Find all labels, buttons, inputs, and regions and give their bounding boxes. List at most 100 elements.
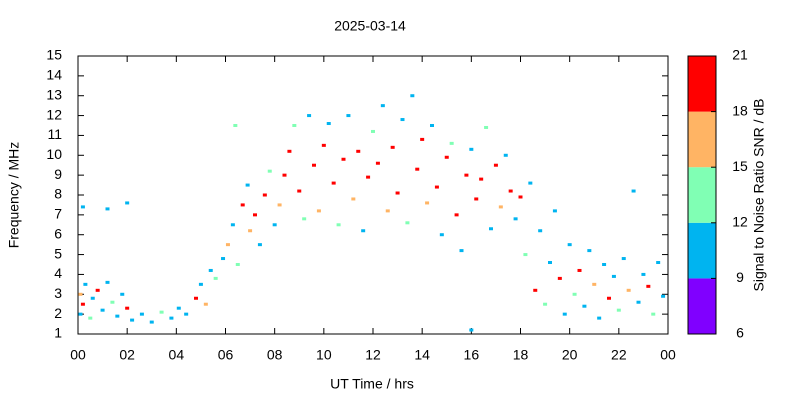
y-tick-label: 8 xyxy=(54,186,62,202)
point xyxy=(78,312,83,316)
point xyxy=(464,173,469,177)
point xyxy=(395,191,400,195)
point xyxy=(316,209,321,213)
point xyxy=(125,201,130,205)
point xyxy=(194,296,198,300)
x-tick-label: 02 xyxy=(119,347,135,363)
point xyxy=(479,177,484,181)
point xyxy=(351,197,356,201)
point xyxy=(636,300,641,304)
y-tick-label: 6 xyxy=(54,225,62,241)
point xyxy=(493,163,498,167)
point xyxy=(430,124,434,127)
x-tick-label: 14 xyxy=(414,347,430,363)
x-tick-label: 00 xyxy=(660,347,676,363)
chart-title: 2025-03-14 xyxy=(334,18,406,34)
point xyxy=(253,213,257,217)
point xyxy=(326,122,331,126)
point xyxy=(257,243,262,247)
point xyxy=(484,125,489,129)
point xyxy=(287,149,292,153)
point xyxy=(489,227,493,231)
point xyxy=(651,312,656,316)
point xyxy=(567,243,572,247)
x-axis-label: UT Time / hrs xyxy=(330,376,414,392)
point xyxy=(385,209,390,213)
point xyxy=(587,249,592,253)
point xyxy=(434,185,439,189)
y-tick-label: 9 xyxy=(54,166,62,182)
x-tick-label: 16 xyxy=(464,347,480,363)
point xyxy=(552,209,557,213)
point xyxy=(454,213,459,217)
point xyxy=(410,94,415,98)
y-tick-label: 10 xyxy=(46,146,62,162)
point xyxy=(415,167,420,171)
point xyxy=(130,318,135,322)
colorbar-frame xyxy=(687,55,717,335)
point xyxy=(225,243,230,247)
point xyxy=(83,282,88,286)
point xyxy=(577,268,582,272)
point xyxy=(240,203,245,207)
point xyxy=(523,253,528,257)
point xyxy=(203,302,208,306)
point xyxy=(321,143,326,147)
point xyxy=(621,257,626,261)
point xyxy=(518,195,523,199)
point xyxy=(356,149,361,153)
colorbar-band xyxy=(688,167,716,223)
point xyxy=(425,201,430,205)
point xyxy=(282,173,287,177)
point xyxy=(611,274,616,278)
point xyxy=(366,175,371,179)
point xyxy=(245,183,250,187)
y-tick-label: 14 xyxy=(46,67,62,83)
point xyxy=(208,268,213,272)
y-axis-label: Frequency / MHz xyxy=(6,142,22,249)
point xyxy=(400,118,405,122)
point xyxy=(528,181,533,185)
y-tick-label: 5 xyxy=(54,245,62,261)
point xyxy=(248,229,253,233)
point xyxy=(230,223,235,227)
point xyxy=(380,104,385,108)
point xyxy=(233,124,238,127)
point xyxy=(292,124,297,127)
colorbar-tick-label: 9 xyxy=(736,269,744,285)
y-tick-label: 11 xyxy=(47,126,62,142)
point xyxy=(626,288,631,292)
y-tick-label: 2 xyxy=(54,305,62,321)
x-tick-label: 00 xyxy=(70,347,86,363)
point xyxy=(390,145,395,149)
point xyxy=(267,169,272,173)
point xyxy=(503,153,508,157)
point xyxy=(213,276,218,280)
point xyxy=(302,217,307,221)
point xyxy=(336,223,341,227)
colorbar-tick-label: 12 xyxy=(732,214,748,230)
colorbar-tick-label: 18 xyxy=(732,102,748,118)
point xyxy=(508,189,513,193)
point xyxy=(602,263,607,266)
point xyxy=(616,308,621,312)
colorbar-band xyxy=(688,111,716,168)
point xyxy=(439,233,444,237)
point xyxy=(120,292,125,296)
point xyxy=(646,284,651,288)
colorbar-band xyxy=(688,56,716,112)
point xyxy=(346,114,351,118)
point xyxy=(513,217,518,221)
y-tick-label: 13 xyxy=(46,86,62,102)
point xyxy=(341,157,346,161)
x-tick-label: 18 xyxy=(513,347,529,363)
point xyxy=(105,280,110,284)
point xyxy=(80,302,85,306)
point xyxy=(169,316,174,320)
point xyxy=(582,304,587,308)
x-tick-label: 04 xyxy=(169,347,185,363)
plot-frame xyxy=(77,55,669,335)
x-tick-label: 08 xyxy=(267,347,283,363)
point xyxy=(444,155,449,159)
point xyxy=(661,294,666,298)
